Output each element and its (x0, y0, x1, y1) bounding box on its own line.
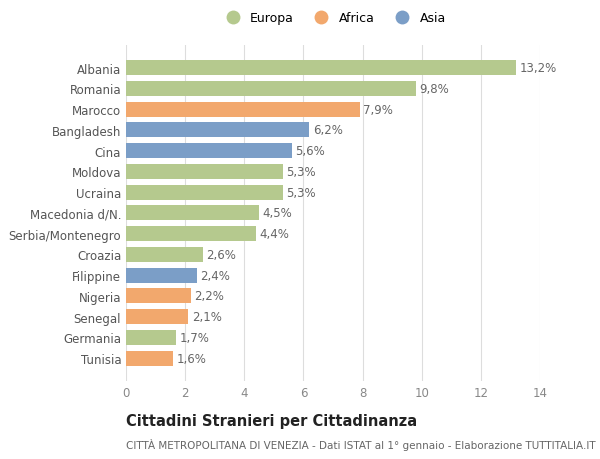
Text: 4,5%: 4,5% (263, 207, 292, 220)
Bar (126, 268, 197, 283)
Bar (126, 61, 517, 76)
Text: 2,6%: 2,6% (206, 248, 236, 261)
Bar (126, 289, 191, 304)
Bar (126, 227, 256, 241)
Text: 13,2%: 13,2% (520, 62, 557, 75)
Text: 2,2%: 2,2% (194, 290, 224, 302)
Text: 2,4%: 2,4% (200, 269, 230, 282)
Text: 5,3%: 5,3% (286, 166, 316, 179)
Text: 4,4%: 4,4% (260, 228, 290, 241)
Text: 7,9%: 7,9% (363, 103, 393, 117)
Bar (126, 82, 416, 97)
Bar (126, 206, 259, 221)
Bar (126, 309, 188, 325)
Text: Cittadini Stranieri per Cittadinanza: Cittadini Stranieri per Cittadinanza (126, 413, 417, 428)
Text: 1,7%: 1,7% (180, 331, 209, 344)
Bar (126, 123, 310, 138)
Text: 5,3%: 5,3% (286, 186, 316, 199)
Text: CITTÀ METROPOLITANA DI VENEZIA - Dati ISTAT al 1° gennaio - Elaborazione TUTTITA: CITTÀ METROPOLITANA DI VENEZIA - Dati IS… (126, 438, 596, 450)
Bar (126, 165, 283, 179)
Text: 5,6%: 5,6% (295, 145, 325, 158)
Bar (126, 185, 283, 200)
Legend: Europa, Africa, Asia: Europa, Africa, Asia (220, 12, 446, 25)
Bar (126, 247, 203, 262)
Bar (126, 351, 173, 366)
Text: 6,2%: 6,2% (313, 124, 343, 137)
Bar (126, 144, 292, 159)
Text: 2,1%: 2,1% (191, 310, 221, 324)
Text: 9,8%: 9,8% (419, 83, 449, 96)
Bar (126, 330, 176, 345)
Text: 1,6%: 1,6% (177, 352, 207, 365)
Bar (126, 102, 359, 118)
